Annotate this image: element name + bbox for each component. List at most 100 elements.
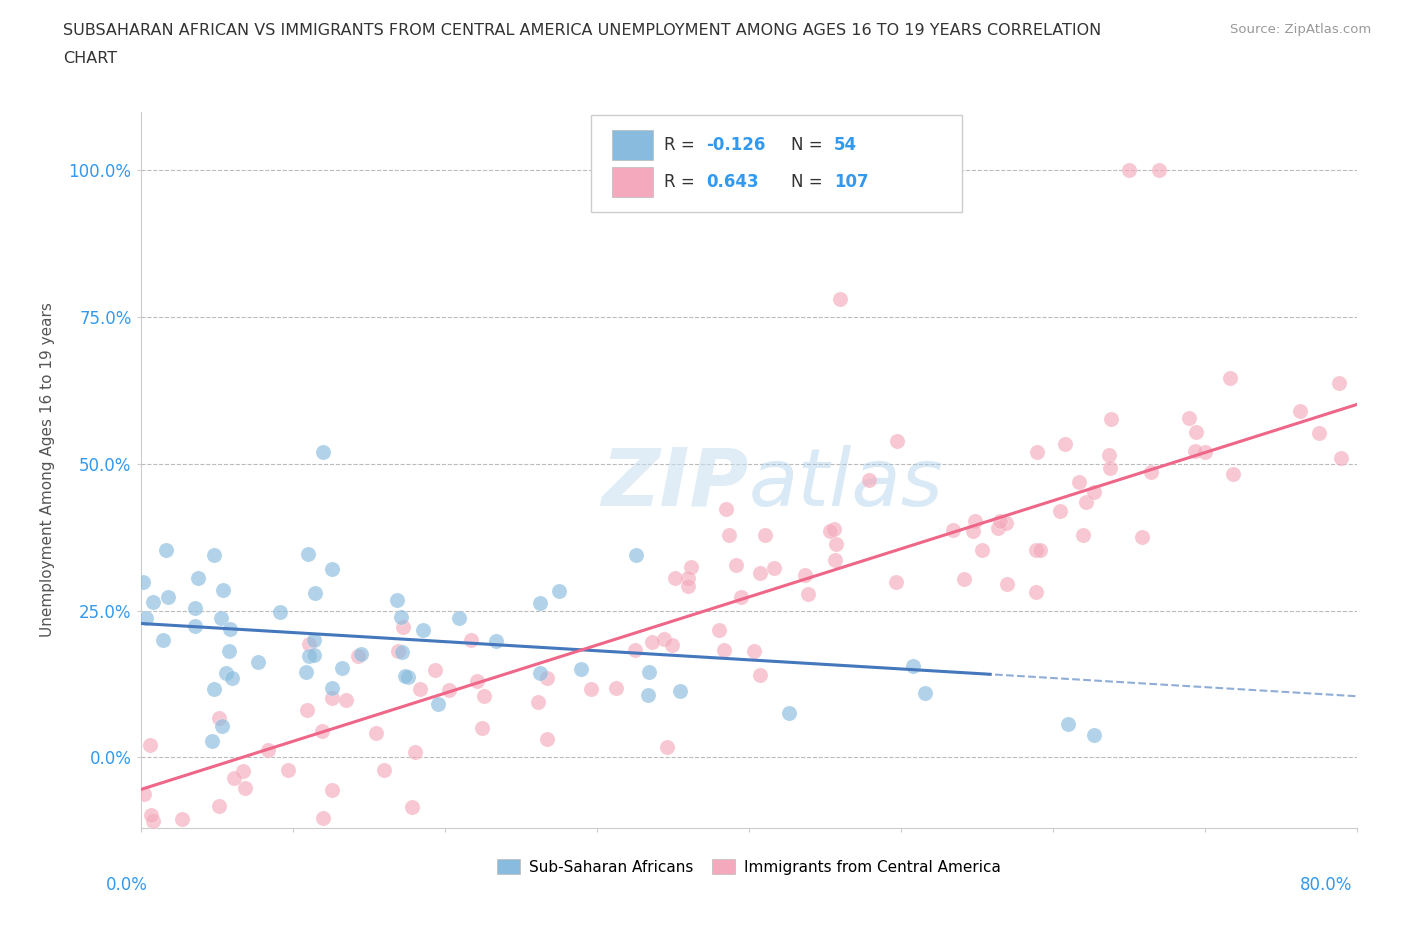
Point — [208, 711, 231, 725]
Point — [233, 781, 256, 796]
Text: ZIP: ZIP — [602, 445, 749, 523]
Point — [202, 682, 225, 697]
Point — [914, 685, 936, 700]
Text: 0.643: 0.643 — [706, 173, 759, 191]
Point — [1076, 494, 1098, 509]
Point — [1185, 424, 1208, 439]
Point — [962, 524, 984, 538]
Point — [1308, 426, 1330, 441]
Point — [717, 527, 740, 542]
Point — [1219, 371, 1241, 386]
Point — [321, 562, 343, 577]
Point — [321, 681, 343, 696]
Point — [184, 600, 207, 615]
Point — [548, 583, 571, 598]
Point — [297, 702, 319, 717]
Point — [202, 548, 225, 563]
Point — [1289, 404, 1312, 418]
Point — [391, 644, 413, 659]
Point — [394, 669, 416, 684]
Point — [312, 810, 335, 825]
Point — [536, 671, 558, 685]
Point — [1194, 445, 1216, 459]
Text: atlas: atlas — [749, 445, 943, 523]
Point — [652, 631, 675, 646]
Point — [1327, 376, 1350, 391]
Point — [298, 637, 321, 652]
Point — [219, 621, 242, 636]
Point — [995, 515, 1018, 530]
Point — [401, 800, 423, 815]
Point — [142, 594, 165, 609]
Point — [987, 521, 1010, 536]
Point — [391, 619, 413, 634]
Point — [536, 732, 558, 747]
Point — [218, 644, 240, 658]
Point — [1330, 450, 1353, 465]
Point — [970, 542, 993, 557]
Point — [749, 565, 772, 580]
Point — [141, 807, 163, 822]
Point — [1184, 444, 1206, 458]
Point — [1083, 485, 1105, 499]
Point — [824, 552, 846, 567]
Point — [208, 799, 231, 814]
Point — [412, 623, 434, 638]
Point — [1057, 717, 1080, 732]
Point — [749, 668, 772, 683]
Text: 107: 107 — [834, 173, 869, 191]
Point — [396, 670, 419, 684]
Point — [311, 724, 333, 738]
Point — [661, 638, 683, 653]
Point — [366, 725, 388, 740]
Point — [676, 571, 699, 586]
Point — [1071, 528, 1094, 543]
Point — [1049, 504, 1071, 519]
Point — [678, 579, 700, 594]
Point — [1069, 474, 1091, 489]
Point — [409, 682, 432, 697]
Point — [942, 523, 965, 538]
Point — [277, 763, 299, 777]
Point — [201, 733, 224, 748]
Point — [1147, 163, 1170, 178]
Point — [1026, 445, 1049, 459]
Point — [298, 648, 321, 663]
Point — [269, 604, 291, 619]
Point — [304, 586, 326, 601]
Point — [527, 694, 550, 709]
Point — [471, 721, 494, 736]
Text: Source: ZipAtlas.com: Source: ZipAtlas.com — [1230, 23, 1371, 36]
Point — [321, 782, 343, 797]
Point — [858, 472, 880, 487]
Point — [1053, 436, 1076, 451]
Point — [387, 593, 409, 608]
Point — [820, 524, 842, 538]
Point — [139, 737, 162, 752]
Point — [224, 770, 246, 785]
Point — [1099, 461, 1122, 476]
Text: 54: 54 — [834, 136, 856, 153]
Point — [214, 666, 236, 681]
Point — [474, 689, 496, 704]
Point — [152, 632, 174, 647]
Point — [257, 743, 280, 758]
Point — [794, 567, 817, 582]
Point — [132, 575, 155, 590]
Point — [953, 571, 976, 586]
Text: N =: N = — [792, 136, 828, 153]
Point — [1025, 542, 1047, 557]
Point — [302, 632, 325, 647]
Point — [172, 812, 194, 827]
Point — [465, 674, 488, 689]
Point — [1140, 464, 1163, 479]
Point — [373, 763, 395, 777]
Point — [387, 644, 409, 658]
Point — [778, 705, 800, 720]
Point — [404, 744, 426, 759]
Point — [713, 643, 735, 658]
Point — [1178, 411, 1201, 426]
Point — [209, 610, 232, 625]
Point — [221, 671, 243, 685]
Text: 80.0%: 80.0% — [1301, 876, 1353, 895]
